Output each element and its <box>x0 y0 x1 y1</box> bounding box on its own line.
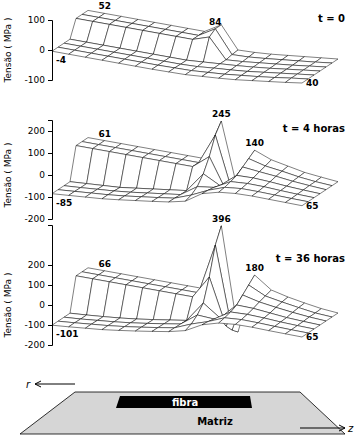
matrix-label: Matriz <box>197 416 233 427</box>
tick-mark <box>48 305 52 306</box>
tick: -100 <box>25 75 52 85</box>
tick: 0 <box>39 170 52 180</box>
tick-mark <box>48 325 52 326</box>
annotation: 65 <box>306 201 319 211</box>
tick-mark <box>48 197 52 198</box>
y-axis: -200 -100 0 100 200 <box>25 226 53 351</box>
chart-title: t = 4 horas <box>283 123 345 134</box>
tick-label: -100 <box>25 320 46 330</box>
annotation: 52 <box>98 1 111 11</box>
r-label: r <box>26 379 31 390</box>
tick: 0 <box>39 300 52 310</box>
schematic: fibra Matriz r z <box>20 379 354 434</box>
tick-mark <box>48 219 52 220</box>
fiber-region <box>116 396 252 408</box>
tick: 100 <box>28 280 52 290</box>
axis-title: Tensão ( MPa ) <box>3 143 13 209</box>
axis-line <box>48 226 53 346</box>
tick-mark <box>48 153 52 154</box>
annotation: 66 <box>98 259 111 269</box>
z-label: z <box>347 423 354 434</box>
surface-cell <box>285 78 308 83</box>
chart-title: t = 0 <box>318 13 345 24</box>
tick-mark <box>48 131 52 132</box>
surface-cell <box>285 198 308 205</box>
annotation: 84 <box>209 17 222 27</box>
tick: -200 <box>25 340 52 350</box>
tick: 200 <box>28 126 52 136</box>
surface <box>52 10 338 83</box>
annotation: -101 <box>56 329 79 339</box>
surface-cell <box>185 322 208 331</box>
tick-label: -200 <box>25 214 46 224</box>
annotation: -85 <box>56 198 72 208</box>
tick-label: 100 <box>28 280 45 290</box>
surface <box>52 226 338 337</box>
matrix-region <box>20 392 345 434</box>
tick-mark <box>48 265 52 266</box>
tick-mark <box>48 50 52 51</box>
tick-mark <box>48 175 52 176</box>
tick-label: 100 <box>28 15 45 25</box>
tick: 200 <box>28 260 52 270</box>
tick-label: -100 <box>25 75 46 85</box>
tick: -200 <box>25 214 52 224</box>
tick-label: 0 <box>39 300 45 310</box>
surface-cell <box>285 330 308 337</box>
tick-label: 200 <box>28 260 45 270</box>
tick-label: 100 <box>28 148 45 158</box>
tick-mark <box>48 285 52 286</box>
axis-title: Tensão ( MPa ) <box>3 273 13 339</box>
axis-title: Tensão ( MPa ) <box>3 18 13 84</box>
annotation: -4 <box>56 55 66 65</box>
tick-mark <box>48 20 52 21</box>
fiber-label: fibra <box>172 397 198 408</box>
panel: -100 0 100 Tensão ( MPa ) t = 0 -4 52 84 40 <box>3 1 345 88</box>
tick: -100 <box>25 192 52 202</box>
axis-line <box>48 21 53 81</box>
tick: 100 <box>28 148 52 158</box>
z-arrow <box>300 425 345 431</box>
tick-mark <box>48 80 52 81</box>
tick: 0 <box>39 45 52 55</box>
axis-line <box>48 121 53 220</box>
tick-label: -200 <box>25 340 46 350</box>
panel: -200 -100 0 100 200 Tensão ( MPa ) t = 36 hora… <box>3 214 345 351</box>
tick-label: 0 <box>39 45 45 55</box>
tick-label: 200 <box>28 126 45 136</box>
annotation: 61 <box>98 129 111 139</box>
figure: -1000100Tensão ( MPa )t = 0-4528440-200-… <box>0 0 361 441</box>
tick: -100 <box>25 320 52 330</box>
chart-title: t = 36 horas <box>276 253 345 264</box>
annotation: 140 <box>245 138 264 148</box>
panel: -200 -100 0 100 200 Tensão ( MPa ) t = 4 horas… <box>3 109 345 224</box>
y-axis: -200 -100 0 100 200 <box>25 121 53 225</box>
tick: 100 <box>28 15 52 25</box>
tick-mark <box>48 345 52 346</box>
annotation: 396 <box>212 214 231 224</box>
tick-label: -100 <box>25 192 46 202</box>
surface-cell <box>197 174 220 188</box>
y-axis: -100 0 100 <box>25 15 53 85</box>
annotation: 65 <box>306 332 319 342</box>
annotation: 180 <box>245 263 264 273</box>
r-arrow <box>35 381 75 387</box>
annotation: 245 <box>212 109 231 119</box>
annotation: 40 <box>306 78 319 88</box>
tick-label: 0 <box>39 170 45 180</box>
surface-cell <box>203 37 226 64</box>
